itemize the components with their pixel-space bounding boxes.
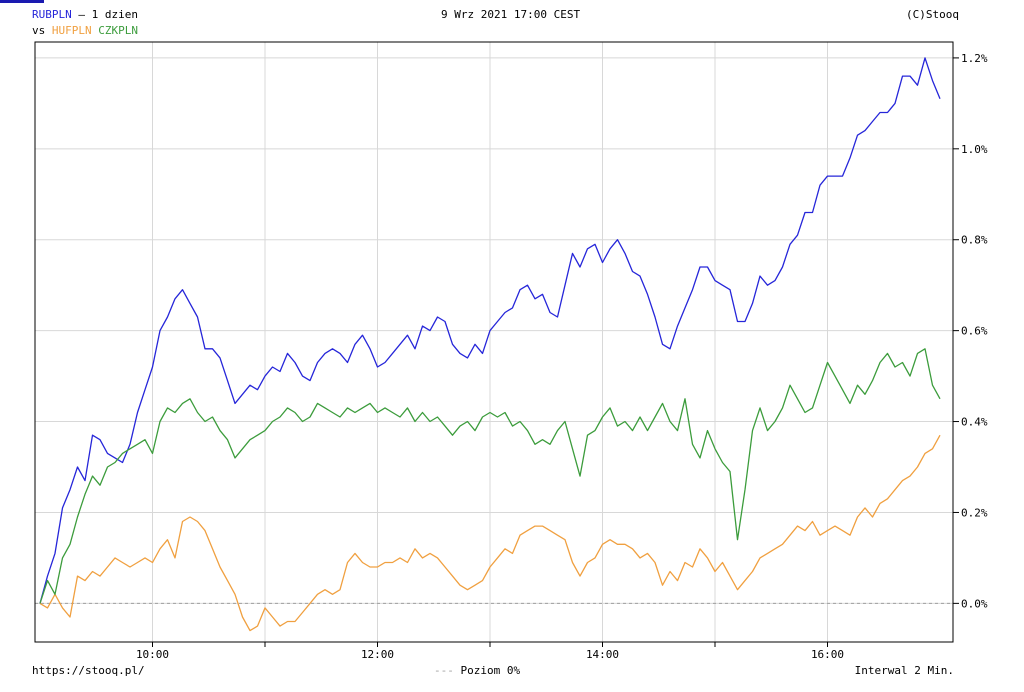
top-link-bar[interactable]	[0, 0, 44, 3]
period-label: – 1 dzien	[71, 8, 138, 21]
y-axis-ticks: 0.0% 0.2% 0.4% 0.6% 0.8% 1.0% 1.2%	[953, 52, 988, 610]
y-tick-label: 0.0%	[961, 597, 988, 610]
compare-symbol-czkpln[interactable]: CZKPLN	[98, 24, 138, 37]
chart-title: RUBPLN – 1 dzien	[32, 8, 138, 21]
y-tick-label: 0.8%	[961, 234, 988, 247]
series-lines	[39, 57, 941, 632]
main-symbol[interactable]: RUBPLN	[32, 8, 72, 21]
x-tick-label: 16:00	[811, 648, 844, 661]
copyright-label: (C)Stooq	[906, 8, 959, 21]
y-tick-label: 0.6%	[961, 325, 988, 338]
x-tick-label: 10:00	[136, 648, 169, 661]
x-tick-label: 12:00	[361, 648, 394, 661]
y-tick-label: 0.2%	[961, 506, 988, 519]
zero-level-legend: --- Poziom 0%	[434, 664, 520, 677]
vs-label: vs	[32, 24, 46, 37]
source-url[interactable]: https://stooq.pl/	[32, 664, 145, 677]
y-tick-label: 1.0%	[961, 143, 988, 156]
plot-frame	[34, 41, 954, 643]
compare-symbol-hufpln[interactable]: HUFPLN	[51, 24, 92, 37]
zero-level-label: Poziom 0%	[460, 664, 521, 677]
y-tick-label: 1.2%	[961, 52, 988, 65]
x-tick-label: 14:00	[586, 648, 619, 661]
interval-label: Interwal 2 Min.	[854, 664, 954, 677]
comparison-legend: vs HUFPLN CZKPLN	[32, 24, 138, 37]
series-line-hufpln	[39, 434, 941, 632]
x-axis-ticks: 10:00 12:00 14:00 16:00	[136, 642, 844, 661]
dashed-line-icon: ---	[434, 664, 454, 677]
y-tick-label: 0.4%	[961, 416, 988, 429]
chart-datetime: 9 Wrz 2021 17:00 CEST	[441, 8, 581, 21]
series-line-rubpln	[39, 57, 941, 604]
series-line-czkpln	[39, 348, 941, 604]
